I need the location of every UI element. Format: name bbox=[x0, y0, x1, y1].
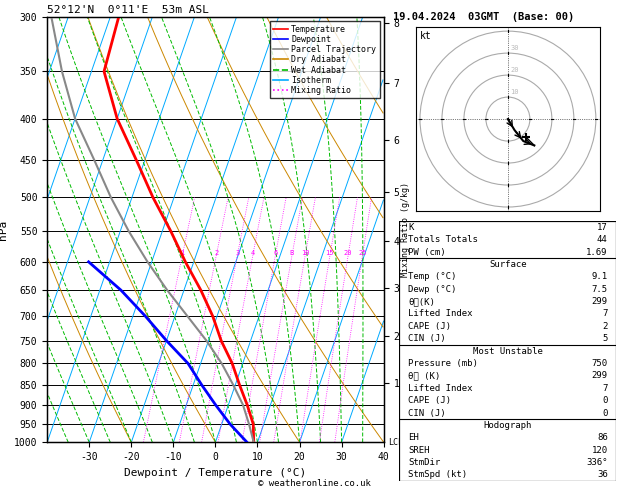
Text: 0: 0 bbox=[603, 396, 608, 405]
Text: 44: 44 bbox=[597, 235, 608, 244]
Text: EH: EH bbox=[408, 434, 419, 442]
Text: 6: 6 bbox=[273, 250, 277, 256]
Text: © weatheronline.co.uk: © weatheronline.co.uk bbox=[258, 479, 371, 486]
Text: 7.5: 7.5 bbox=[592, 285, 608, 294]
Legend: Temperature, Dewpoint, Parcel Trajectory, Dry Adiabat, Wet Adiabat, Isotherm, Mi: Temperature, Dewpoint, Parcel Trajectory… bbox=[269, 21, 379, 98]
Text: Dewp (°C): Dewp (°C) bbox=[408, 285, 457, 294]
Text: CAPE (J): CAPE (J) bbox=[408, 396, 451, 405]
Text: CIN (J): CIN (J) bbox=[408, 334, 446, 343]
Y-axis label: km
ASL: km ASL bbox=[404, 230, 422, 251]
Text: 750: 750 bbox=[592, 359, 608, 368]
X-axis label: Dewpoint / Temperature (°C): Dewpoint / Temperature (°C) bbox=[125, 468, 306, 478]
Text: Mixing Ratio (g/kg): Mixing Ratio (g/kg) bbox=[401, 182, 410, 277]
Text: kt: kt bbox=[420, 31, 431, 41]
Text: Most Unstable: Most Unstable bbox=[473, 347, 543, 356]
Text: 2: 2 bbox=[603, 322, 608, 331]
FancyBboxPatch shape bbox=[399, 221, 616, 481]
Text: StmDir: StmDir bbox=[408, 458, 440, 467]
Text: 20: 20 bbox=[344, 250, 352, 256]
Text: PW (cm): PW (cm) bbox=[408, 247, 446, 257]
Text: 7: 7 bbox=[603, 310, 608, 318]
Text: 2: 2 bbox=[214, 250, 218, 256]
Text: LCL: LCL bbox=[388, 438, 403, 447]
Text: 10: 10 bbox=[510, 89, 519, 95]
Text: 86: 86 bbox=[597, 434, 608, 442]
Text: CAPE (J): CAPE (J) bbox=[408, 322, 451, 331]
Text: 1: 1 bbox=[180, 250, 184, 256]
Text: 4: 4 bbox=[250, 250, 255, 256]
Text: 52°12'N  0°11'E  53m ASL: 52°12'N 0°11'E 53m ASL bbox=[47, 5, 209, 15]
Text: Temp (°C): Temp (°C) bbox=[408, 272, 457, 281]
Text: B: B bbox=[290, 250, 294, 256]
Text: 10: 10 bbox=[301, 250, 309, 256]
Text: Lifted Index: Lifted Index bbox=[408, 384, 472, 393]
Text: 25: 25 bbox=[358, 250, 367, 256]
Text: Lifted Index: Lifted Index bbox=[408, 310, 472, 318]
Text: θᴇ(K): θᴇ(K) bbox=[408, 297, 435, 306]
Text: SREH: SREH bbox=[408, 446, 430, 455]
Text: Surface: Surface bbox=[489, 260, 526, 269]
Text: Pressure (mb): Pressure (mb) bbox=[408, 359, 478, 368]
Text: 0: 0 bbox=[603, 409, 608, 417]
Text: 9.1: 9.1 bbox=[592, 272, 608, 281]
Text: 20: 20 bbox=[510, 67, 519, 73]
Text: 30: 30 bbox=[510, 45, 519, 51]
Text: 299: 299 bbox=[592, 297, 608, 306]
Text: Totals Totals: Totals Totals bbox=[408, 235, 478, 244]
Text: θᴇ (K): θᴇ (K) bbox=[408, 371, 440, 381]
Text: K: K bbox=[408, 223, 413, 232]
Text: 5: 5 bbox=[603, 334, 608, 343]
Text: 7: 7 bbox=[603, 384, 608, 393]
Text: CIN (J): CIN (J) bbox=[408, 409, 446, 417]
Text: Hodograph: Hodograph bbox=[484, 421, 532, 430]
Text: 120: 120 bbox=[592, 446, 608, 455]
Text: 299: 299 bbox=[592, 371, 608, 381]
Text: 3: 3 bbox=[235, 250, 240, 256]
Text: 336°: 336° bbox=[586, 458, 608, 467]
Text: StmSpd (kt): StmSpd (kt) bbox=[408, 470, 467, 480]
Text: 36: 36 bbox=[597, 470, 608, 480]
Text: 1.69: 1.69 bbox=[586, 247, 608, 257]
Text: 15: 15 bbox=[326, 250, 334, 256]
Text: 19.04.2024  03GMT  (Base: 00): 19.04.2024 03GMT (Base: 00) bbox=[393, 12, 574, 22]
Text: 17: 17 bbox=[597, 223, 608, 232]
Y-axis label: hPa: hPa bbox=[0, 220, 8, 240]
